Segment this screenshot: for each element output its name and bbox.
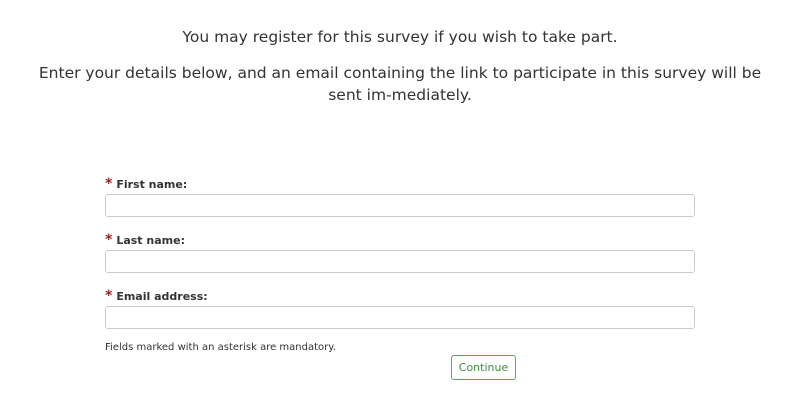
label-text: First name: bbox=[116, 178, 188, 191]
first-name-input[interactable] bbox=[105, 194, 695, 217]
required-asterisk: * bbox=[105, 232, 113, 248]
required-asterisk: * bbox=[105, 176, 113, 192]
intro-text: You may register for this survey if you … bbox=[182, 28, 618, 46]
first-name-label: * First name: bbox=[105, 176, 187, 192]
last-name-input[interactable] bbox=[105, 250, 695, 273]
continue-button[interactable]: Continue bbox=[451, 355, 516, 380]
mandatory-note: Fields marked with an asterisk are manda… bbox=[105, 342, 336, 353]
required-asterisk: * bbox=[105, 288, 113, 304]
label-text: Last name: bbox=[116, 234, 185, 247]
instructions-text: Enter your details below, and an email c… bbox=[38, 64, 762, 104]
email-label: * Email address: bbox=[105, 288, 208, 304]
label-text: Email address: bbox=[116, 290, 208, 303]
email-input[interactable] bbox=[105, 306, 695, 329]
last-name-label: * Last name: bbox=[105, 232, 185, 248]
